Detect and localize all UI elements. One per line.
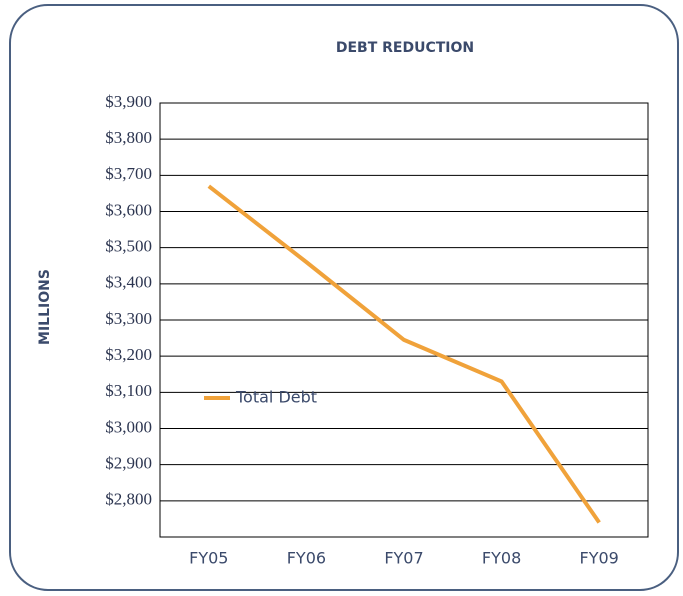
y-tick-label: $3,900 [105,92,152,111]
y-tick-label: $3,000 [105,417,152,436]
line-series [207,184,601,524]
y-tick-label: $3,200 [105,345,152,364]
x-tick-label: FY09 [580,549,619,568]
y-tick-label: $3,800 [105,128,152,147]
y-tick-label: $2,900 [105,454,152,473]
x-tick-label: FY07 [384,549,423,568]
chart-title: DEBT REDUCTION [336,40,474,56]
y-tick-label: $2,800 [105,490,152,509]
x-tick-label: FY05 [189,549,228,568]
frame [9,4,679,591]
legend-label: Total Debt [235,388,317,407]
y-tick-label: $3,600 [105,200,152,219]
x-tick-label: FY06 [287,549,326,568]
y-tick-label: $3,300 [105,309,152,328]
y-tick-label: $3,700 [105,164,152,183]
y-axis-label: MILLIONS [37,269,53,345]
x-tick-label: FY08 [482,549,521,568]
y-tick-label: $3,100 [105,381,152,400]
y-tick-label: $3,400 [105,273,152,292]
y-tick-label: $3,500 [105,237,152,256]
